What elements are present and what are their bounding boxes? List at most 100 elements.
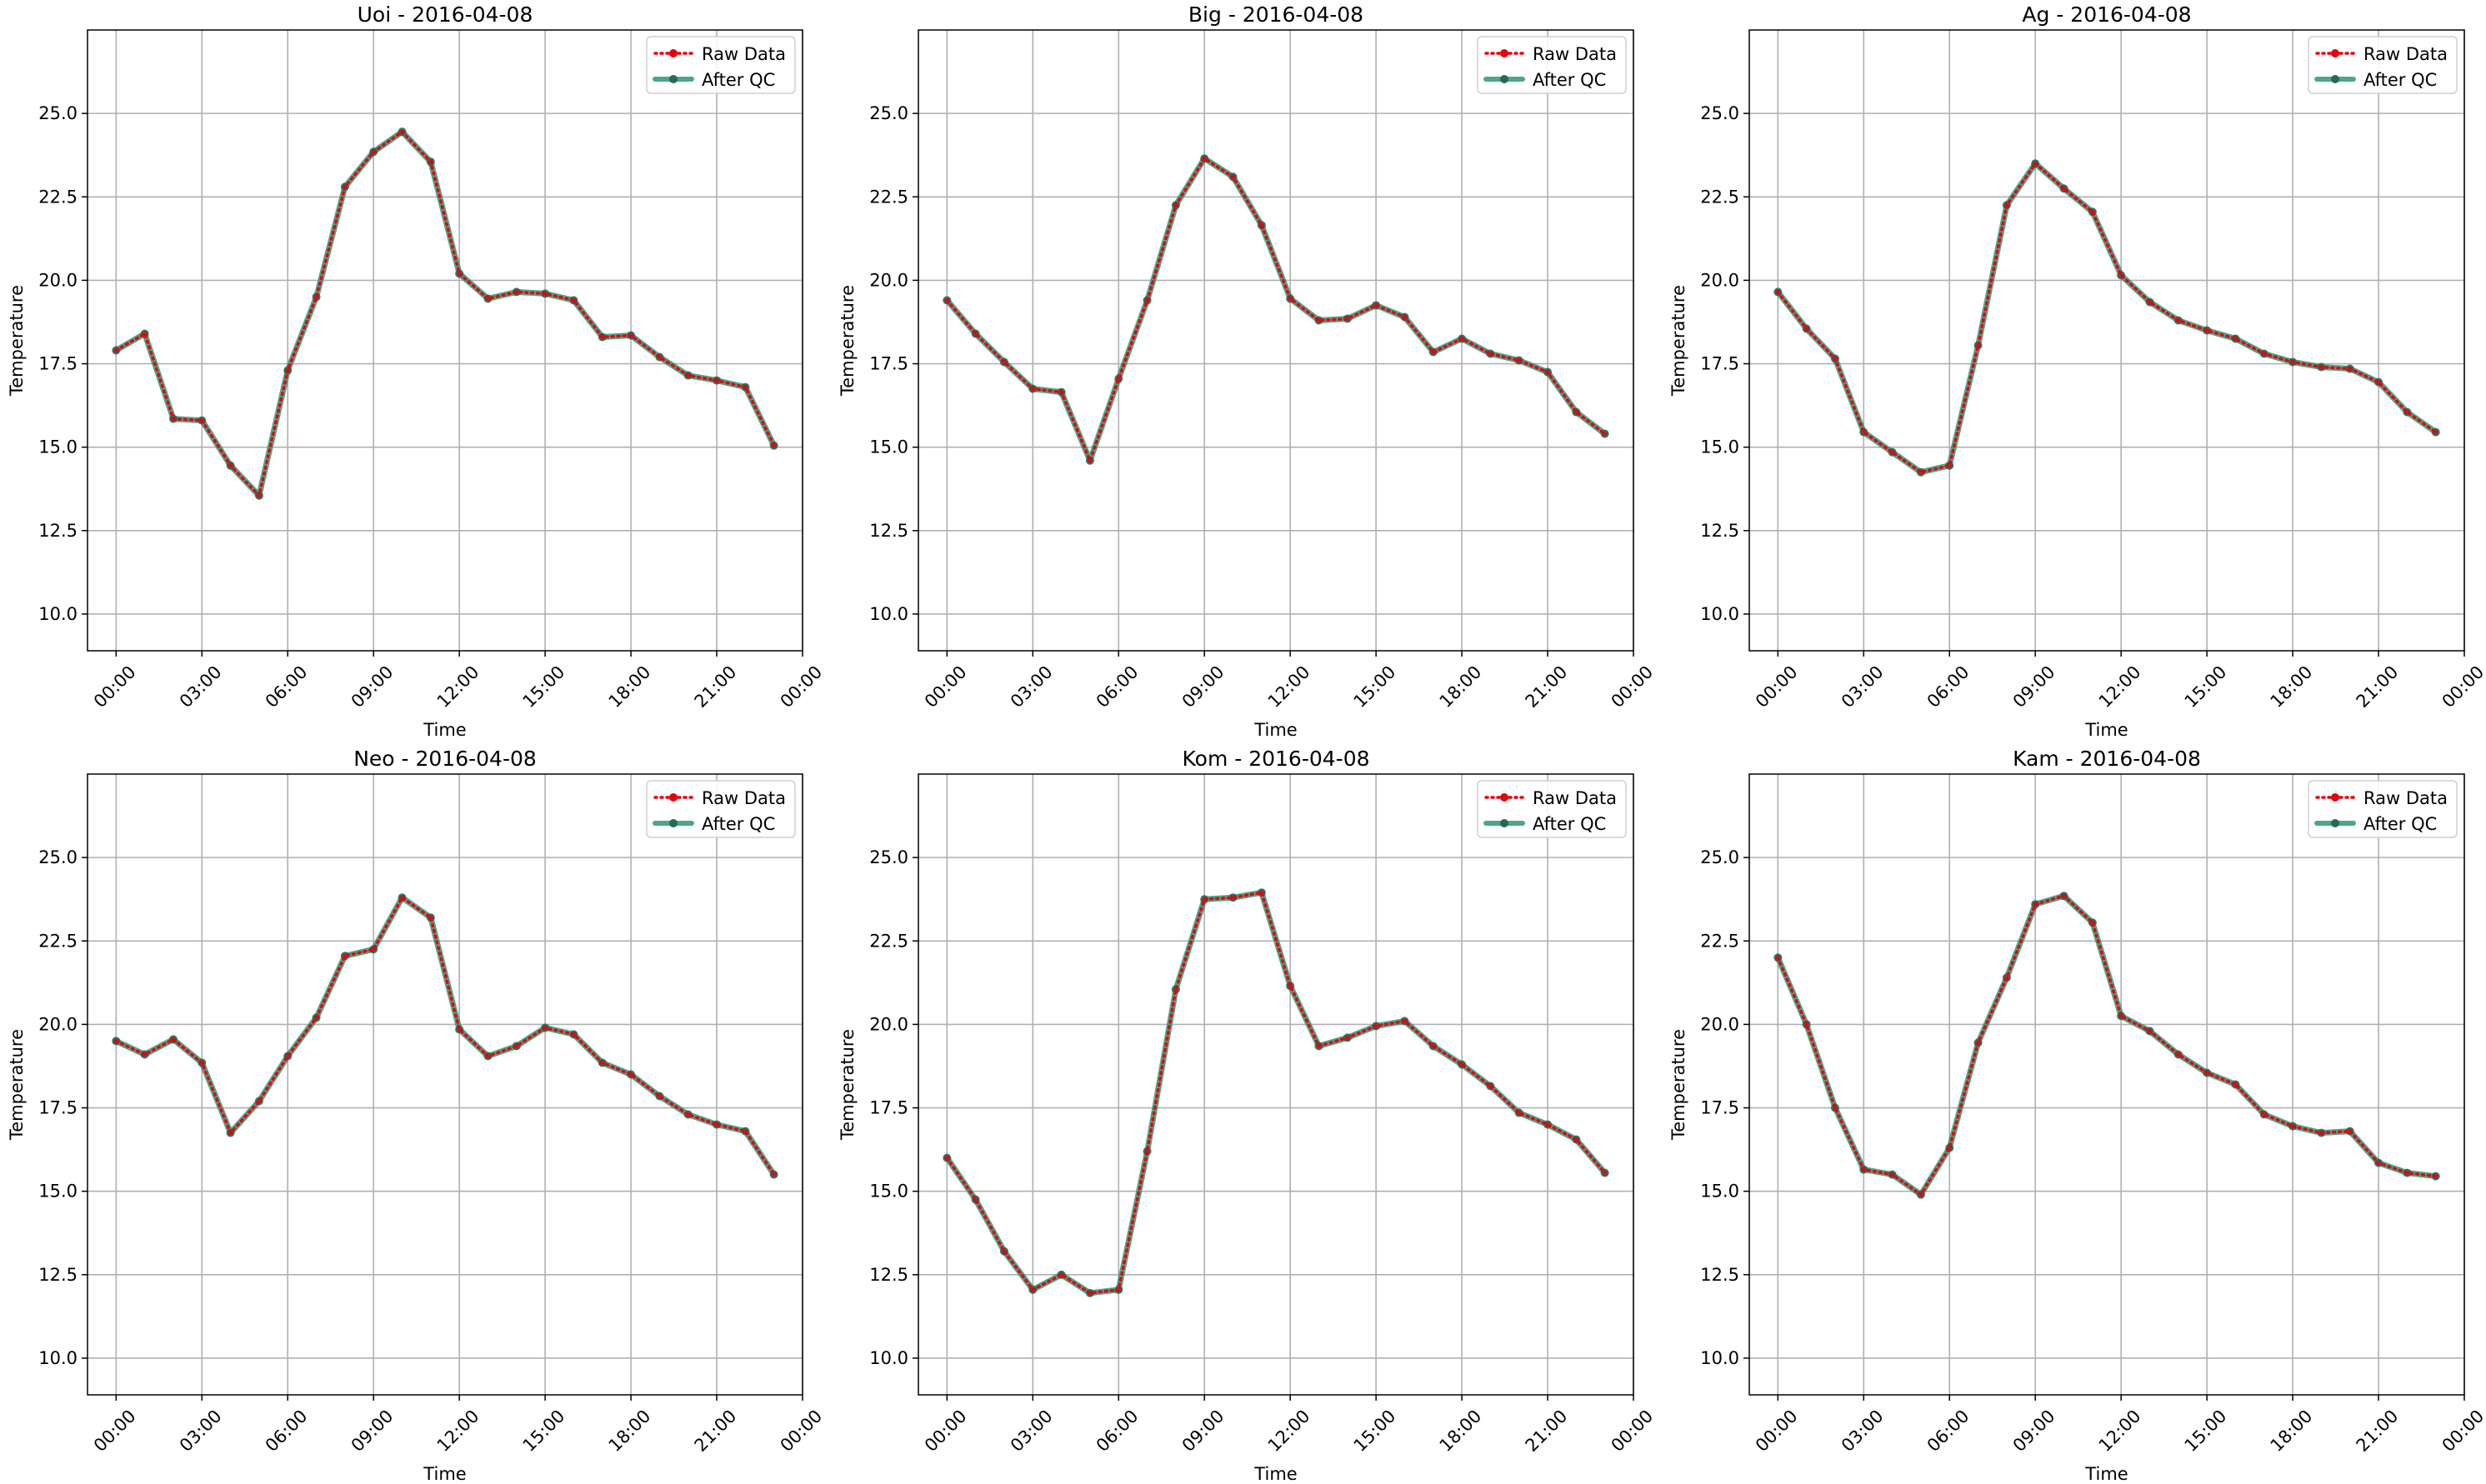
raw-data-point (1144, 1148, 1150, 1154)
raw-data-point (371, 148, 377, 155)
raw-data-point (399, 894, 405, 901)
x-tick-label: 00:00 (921, 662, 971, 712)
y-tick-label: 12.5 (1700, 521, 1739, 541)
y-tick-label: 17.5 (38, 354, 78, 374)
x-tick-label: 06:00 (1093, 1406, 1143, 1456)
x-tick-label: 00:00 (1608, 1406, 1658, 1456)
raw-data-point (1001, 359, 1008, 365)
raw-data-point (1458, 1062, 1465, 1067)
y-tick-label: 25.0 (1700, 103, 1739, 123)
raw-data-line (114, 130, 776, 497)
raw-data-point (428, 915, 434, 921)
subplot-2: 10.0 12.5 15.0 17.5 20.0 22.5 25.0 00:00 03:00 06… (838, 2, 1657, 740)
raw-data-point (2118, 1013, 2124, 1019)
legend-marker (2331, 75, 2339, 83)
raw-data-point (1573, 409, 1579, 415)
raw-data-point (2118, 272, 2124, 278)
y-axis-label: Temperature (838, 285, 858, 397)
y-tick-label: 25.0 (38, 847, 78, 867)
raw-data-point (657, 354, 663, 360)
raw-data-point (2347, 366, 2353, 372)
x-tick-label: 15:00 (2181, 662, 2231, 712)
y-axis-label: Temperature (7, 1029, 27, 1141)
raw-data-point (1030, 1287, 1036, 1293)
raw-data-point (1975, 342, 1981, 348)
raw-data-point (485, 296, 491, 302)
raw-data-point (313, 294, 319, 300)
y-axis-label: Temperature (838, 1029, 858, 1141)
raw-data-point (2203, 327, 2210, 333)
raw-data-point (2175, 317, 2181, 323)
raw-data-point (1602, 431, 1608, 437)
legend: Raw Data After QC (646, 36, 796, 94)
raw-data-point (2289, 1123, 2296, 1129)
x-tick-label: 09:00 (1178, 1406, 1228, 1456)
x-axis-label: Time (1253, 1464, 1297, 1484)
raw-data-point (2175, 1052, 2181, 1057)
raw-data-point (1889, 1172, 1895, 1177)
y-tick-label: 15.0 (38, 437, 78, 457)
raw-data-point (1230, 894, 1236, 901)
raw-data-point (657, 1093, 663, 1099)
raw-data-point (2404, 1170, 2410, 1176)
x-tick-label: 15:00 (1350, 662, 1400, 712)
raw-data-point (456, 271, 463, 277)
raw-data-point (256, 1098, 263, 1104)
subplot-5: 10.0 12.5 15.0 17.5 20.0 22.5 25.0 00:00 03:00 06… (838, 747, 1657, 1484)
legend-marker (1500, 819, 1508, 827)
raw-data-point (2147, 299, 2153, 305)
x-tick-label: 18:00 (605, 662, 655, 712)
raw-data-point (399, 128, 405, 135)
x-tick-label: 00:00 (921, 1406, 971, 1456)
raw-data-point (1947, 462, 1953, 468)
legend: Raw Data After QC (1477, 36, 1627, 94)
y-tick-label: 17.5 (869, 1098, 908, 1118)
raw-data-point (113, 1038, 119, 1044)
series-after-qc (112, 127, 778, 500)
y-tick-label: 22.5 (869, 187, 908, 207)
raw-data-point (743, 384, 748, 390)
series-raw-data (1775, 892, 2438, 1197)
raw-data-point (1458, 336, 1465, 342)
x-tick-label: 09:00 (2009, 1406, 2059, 1456)
raw-data-point (1947, 1145, 1953, 1151)
legend-label-after-qc: After QC (2363, 70, 2437, 90)
y-tick-label: 17.5 (869, 354, 908, 374)
legend-marker (669, 819, 678, 827)
y-tick-label: 20.0 (38, 1014, 78, 1034)
raw-data-point (2404, 409, 2410, 415)
x-tick-label: 12:00 (433, 1406, 483, 1456)
subplot-title: Kom - 2016-04-08 (1183, 747, 1370, 771)
legend: Raw Data After QC (2308, 36, 2458, 94)
raw-data-point (1202, 156, 1208, 162)
subplot-title: Uoi - 2016-04-08 (358, 2, 533, 27)
raw-data-point (1402, 1018, 1408, 1024)
x-tick-label: 00:00 (1752, 662, 1802, 712)
x-tick-label: 06:00 (262, 662, 312, 712)
raw-data-point (1344, 316, 1351, 322)
raw-data-point (1832, 356, 1838, 362)
series-raw-data (113, 128, 777, 498)
after-qc-line (943, 155, 1608, 464)
raw-data-point (571, 297, 577, 303)
y-tick-label: 17.5 (1700, 354, 1739, 374)
raw-data-point (113, 347, 119, 353)
raw-data-point (2003, 975, 2010, 981)
x-tick-label: 18:00 (1436, 662, 1486, 712)
y-tick-label: 10.0 (1700, 1348, 1739, 1368)
raw-data-point (313, 1015, 319, 1021)
y-tick-label: 25.0 (869, 103, 908, 123)
raw-data-point (513, 1043, 519, 1049)
raw-data-point (1430, 349, 1436, 355)
x-axis-label: Time (1253, 720, 1297, 740)
y-tick-label: 15.0 (1700, 437, 1739, 457)
y-tick-label: 20.0 (869, 270, 908, 290)
x-tick-label: 00:00 (777, 662, 827, 712)
x-axis-label: Time (423, 1464, 466, 1484)
raw-data-point (1058, 389, 1064, 395)
plot-frame (87, 773, 803, 1396)
subplot-title: Ag - 2016-04-08 (2022, 2, 2191, 27)
y-tick-label: 22.5 (1700, 931, 1739, 951)
raw-data-point (371, 947, 377, 952)
raw-data-point (973, 331, 978, 337)
